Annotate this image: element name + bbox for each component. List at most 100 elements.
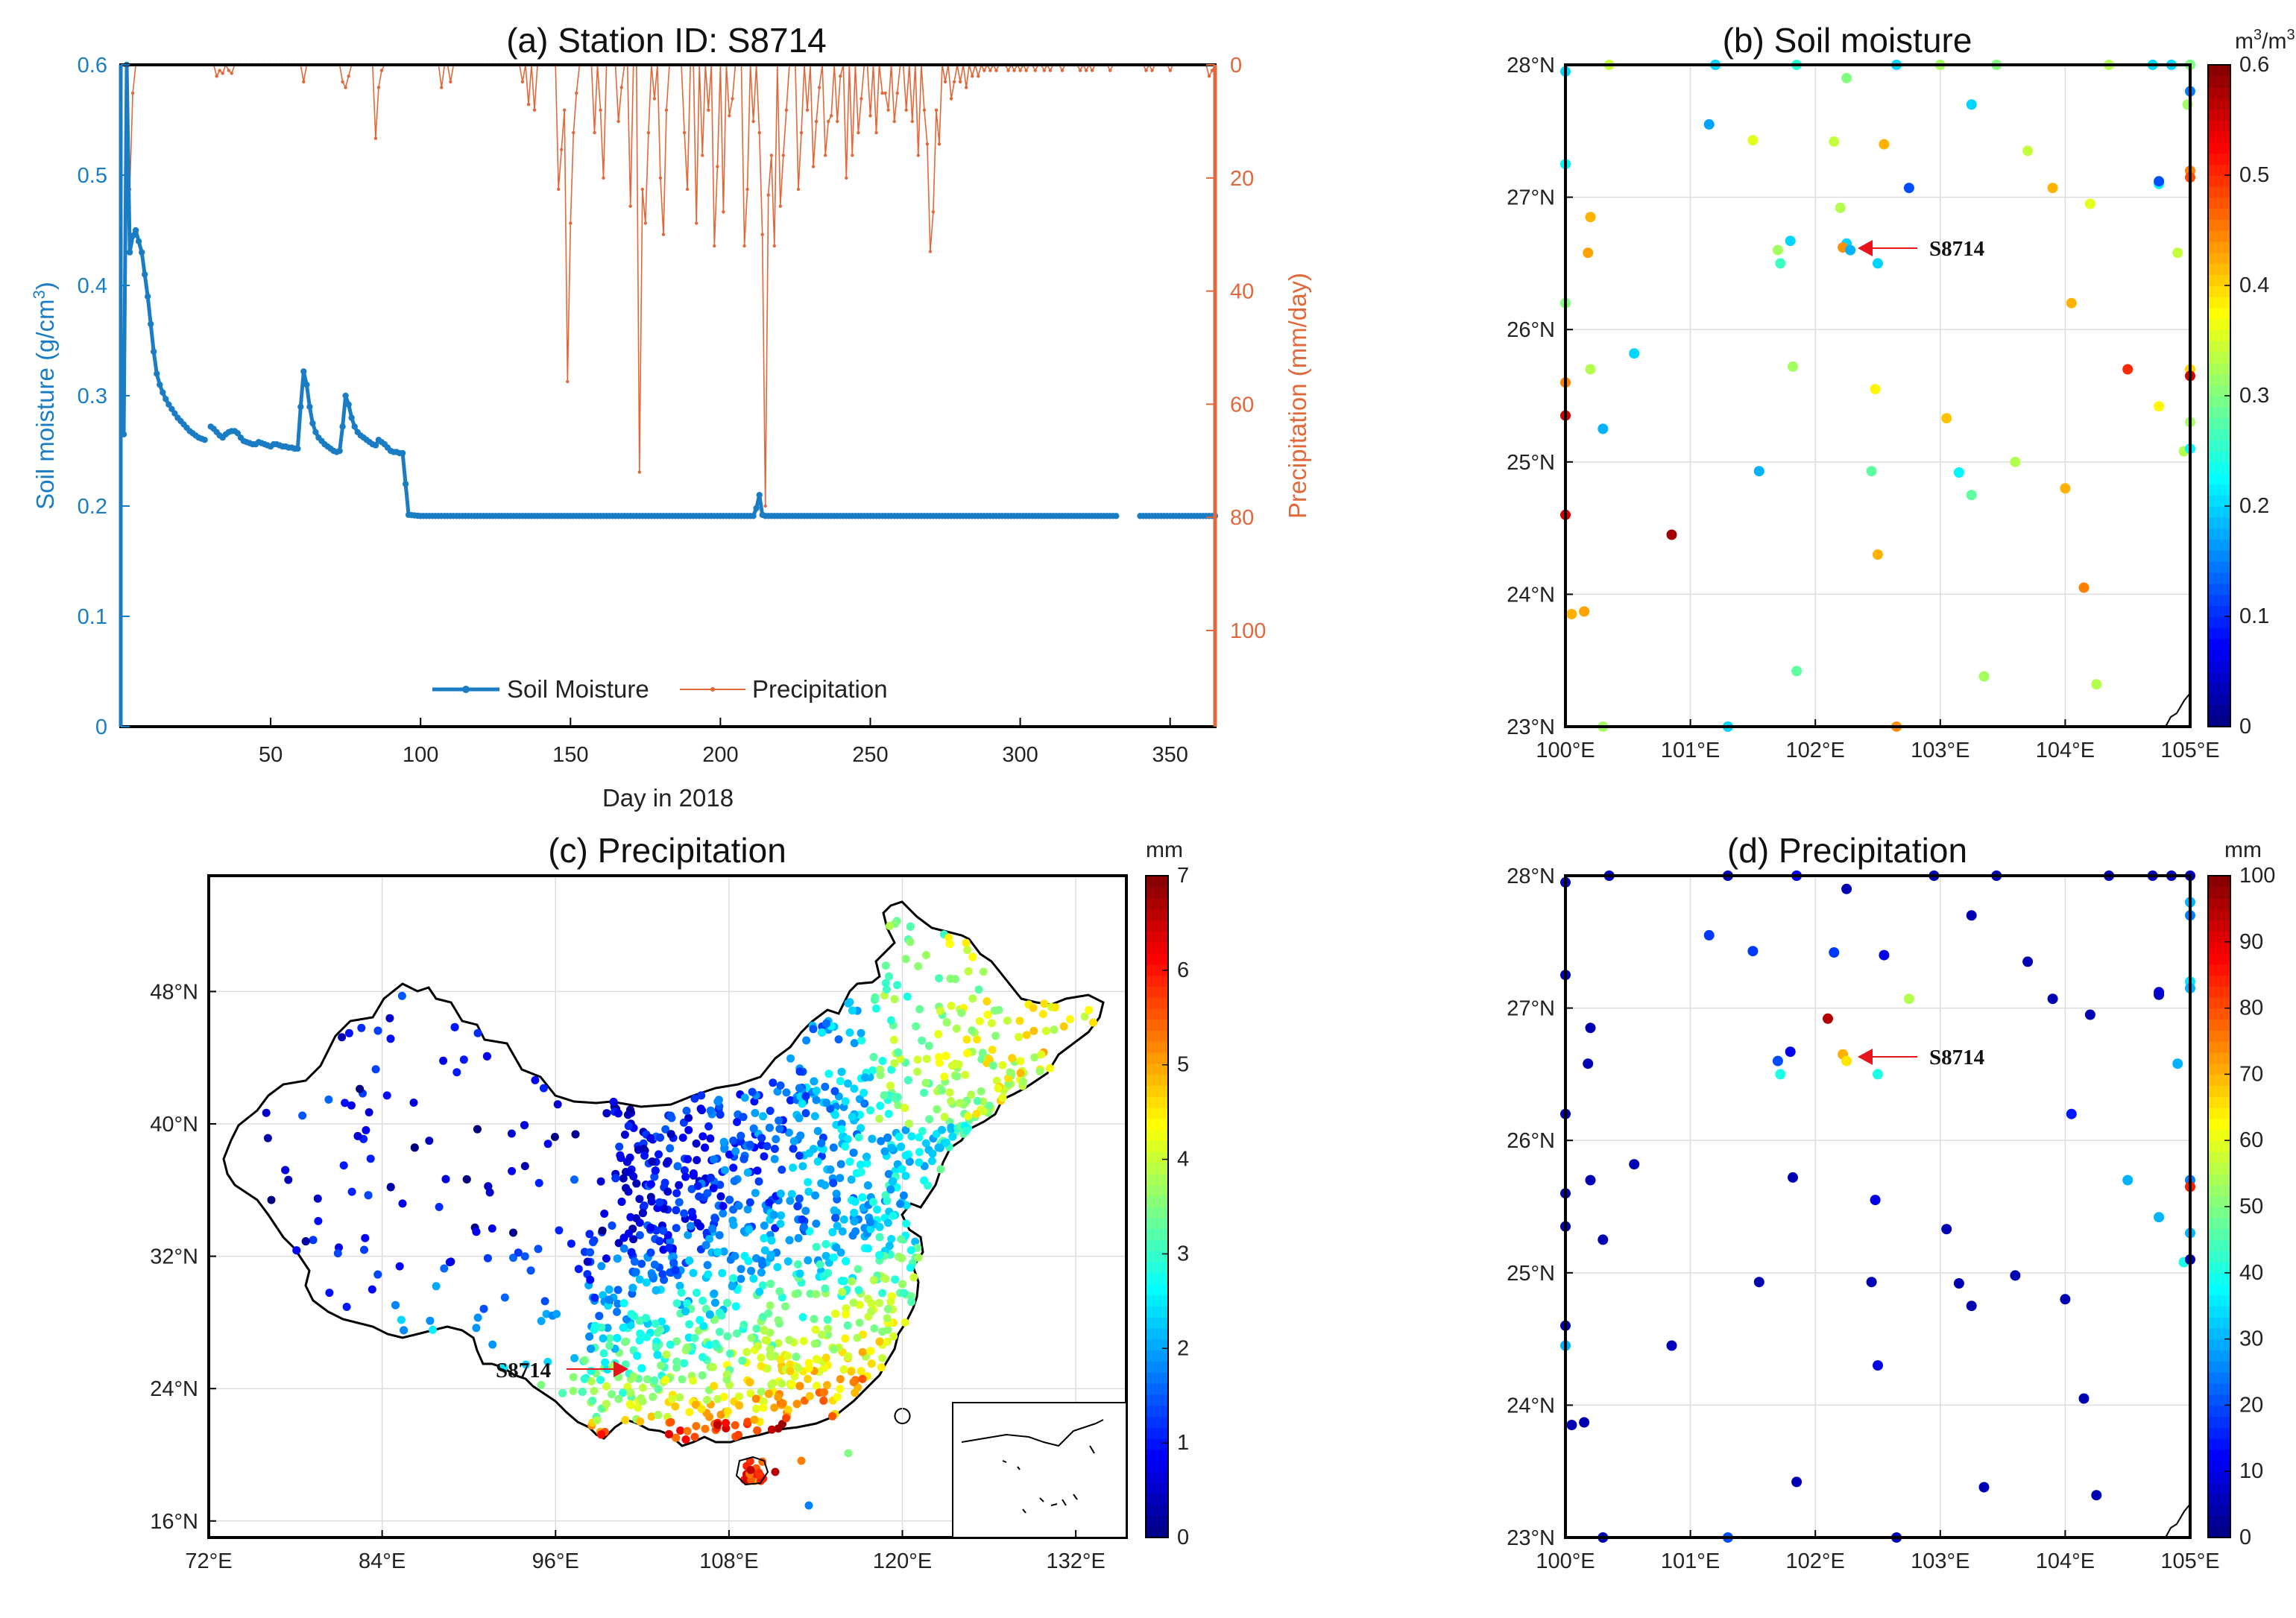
panel-d-station-point bbox=[1953, 1278, 1964, 1289]
panel-c-station-point bbox=[596, 1376, 605, 1384]
panel-c-station-point bbox=[903, 992, 912, 1001]
inset-frame bbox=[952, 1402, 1127, 1538]
panel-c-station-point bbox=[786, 1096, 795, 1105]
panel-c-station-point bbox=[843, 1321, 852, 1330]
panel-b-ytick-label: 24°N bbox=[1507, 583, 1555, 607]
panel-d-station-point bbox=[1585, 1023, 1596, 1034]
panel-c-colorbar-unit: mm bbox=[1146, 838, 1183, 862]
panel-d-station-point bbox=[1753, 1277, 1764, 1288]
panel-c-station-point bbox=[608, 1390, 616, 1399]
precipitation-point bbox=[440, 86, 444, 89]
panel-c-station-point bbox=[876, 1102, 885, 1110]
precipitation-point bbox=[1018, 69, 1022, 72]
panel-c-station-point bbox=[866, 1347, 875, 1356]
panel-c-station-point bbox=[710, 1382, 719, 1391]
panel-c-station-point bbox=[553, 1100, 562, 1109]
panel-c-station-point bbox=[759, 1312, 767, 1321]
panel-c-station-point bbox=[841, 1334, 850, 1343]
soil-moisture-point bbox=[163, 396, 169, 402]
panel-c-station-point bbox=[281, 1166, 290, 1175]
panel-b-colorbar-segment bbox=[2208, 252, 2230, 265]
panel-c-station-point bbox=[1003, 1017, 1012, 1025]
panel-d-colorbar-segment bbox=[2208, 1173, 2230, 1186]
panel-d-colorbar-segment bbox=[2208, 1262, 2230, 1274]
panel-c-station-point bbox=[696, 1105, 705, 1113]
panel-b-ytick-label: 27°N bbox=[1507, 186, 1555, 210]
panel-c-station-point bbox=[540, 1297, 549, 1306]
panel-c-station-point bbox=[811, 1191, 820, 1200]
panel-c-station-point bbox=[599, 1334, 608, 1343]
precipitation-point bbox=[928, 250, 933, 253]
panel-c-station-point bbox=[905, 1157, 914, 1166]
panel-c-station-point bbox=[812, 1219, 821, 1228]
panel-b-arrow-head bbox=[1858, 240, 1873, 256]
panel-c-station-point bbox=[850, 1217, 859, 1226]
panel-a-ytick-right-label: 20 bbox=[1230, 167, 1254, 191]
panel-c-station-point bbox=[586, 1248, 595, 1257]
panel-c-station-point bbox=[934, 1143, 943, 1152]
panel-a-xtick-label: 200 bbox=[702, 743, 738, 767]
panel-c-station-point bbox=[654, 1385, 663, 1394]
panel-d-colorbar-segment bbox=[2208, 1515, 2230, 1527]
panel-c-station-point bbox=[619, 1388, 628, 1397]
precipitation-point bbox=[695, 221, 698, 225]
panel-d-colorbar-segment bbox=[2208, 908, 2230, 920]
panel-c-station-point bbox=[952, 1024, 961, 1033]
panel-c-station-point bbox=[534, 1178, 543, 1187]
panel-c-station-point bbox=[795, 1382, 804, 1391]
soil-moisture-point bbox=[1113, 513, 1120, 519]
panel-b-plot-frame bbox=[1564, 63, 2192, 728]
panel-c-colorbar-segment bbox=[1146, 1052, 1168, 1064]
precipitation-point bbox=[868, 114, 872, 118]
panel-c-colorbar-segment bbox=[1146, 1195, 1168, 1207]
soil-moisture-point bbox=[345, 401, 352, 408]
panel-a-ylabel-right: Precipitation (mm/day) bbox=[1284, 273, 1311, 519]
panel-c-station-point bbox=[361, 1233, 370, 1242]
precipitation-point bbox=[805, 108, 810, 112]
panel-c-station-point bbox=[830, 1087, 839, 1096]
panel-c-station-point bbox=[887, 1235, 896, 1243]
panel-c-station-point bbox=[850, 1039, 859, 1048]
panel-c-station-point bbox=[824, 1330, 832, 1339]
panel-c-xtick-label: 120°E bbox=[873, 1549, 932, 1573]
panel-c-station-point bbox=[587, 1366, 596, 1375]
panel-c-station-point bbox=[875, 1251, 884, 1260]
panel-c-station-point bbox=[963, 1049, 971, 1058]
soil-moisture-point bbox=[309, 420, 316, 427]
panel-b-colorbar-label: 0.1 bbox=[2239, 604, 2269, 628]
panel-d-border-line bbox=[2165, 1503, 2191, 1538]
panel-c-station-point bbox=[671, 1402, 680, 1411]
panel-c-station-point bbox=[646, 1134, 655, 1143]
panel-b-colorbar-segment bbox=[2208, 583, 2230, 595]
panel-b-colorbar-segment bbox=[2208, 561, 2230, 573]
panel-c-station-point bbox=[664, 1429, 673, 1438]
panel-c-station-point bbox=[609, 1098, 618, 1106]
panel-c-station-point bbox=[760, 1246, 769, 1255]
panel-d-station-marker: S8714 bbox=[1858, 1046, 1984, 1069]
panel-c-station-point bbox=[798, 1162, 807, 1171]
panel-c-station-point bbox=[643, 1333, 652, 1342]
panel-c-station-point bbox=[894, 1048, 903, 1057]
panel-d-station-point bbox=[2122, 1175, 2133, 1186]
panel-c-station-point bbox=[640, 1151, 649, 1160]
panel-d-colorbar-segment bbox=[2208, 1471, 2230, 1483]
panel-c-station-point bbox=[685, 1408, 694, 1417]
panel-c-station-point bbox=[731, 1421, 739, 1429]
panel-d-station-point bbox=[2022, 956, 2034, 967]
panel-c-station-point bbox=[940, 1072, 949, 1081]
panel-b-station-point bbox=[1791, 666, 1803, 677]
panel-c-station-point bbox=[298, 1111, 307, 1120]
panel-c-station-point bbox=[626, 1400, 635, 1409]
panel-b-colorbar-segment bbox=[2208, 109, 2230, 121]
panel-c-station-point bbox=[638, 1209, 647, 1218]
panel-c-station-point bbox=[366, 1154, 375, 1163]
panel-c-station-point bbox=[555, 1226, 564, 1235]
panel-c-station-point bbox=[678, 1134, 687, 1142]
panel-c-station-point bbox=[870, 1324, 879, 1333]
panel-c-station-point bbox=[1015, 1033, 1024, 1041]
panel-c-station-point bbox=[614, 1109, 622, 1118]
panel-c-station-point bbox=[745, 1198, 754, 1207]
soil-moisture-point bbox=[756, 492, 763, 499]
panel-c-station-point bbox=[643, 1375, 652, 1384]
precipitation-point bbox=[722, 210, 725, 214]
